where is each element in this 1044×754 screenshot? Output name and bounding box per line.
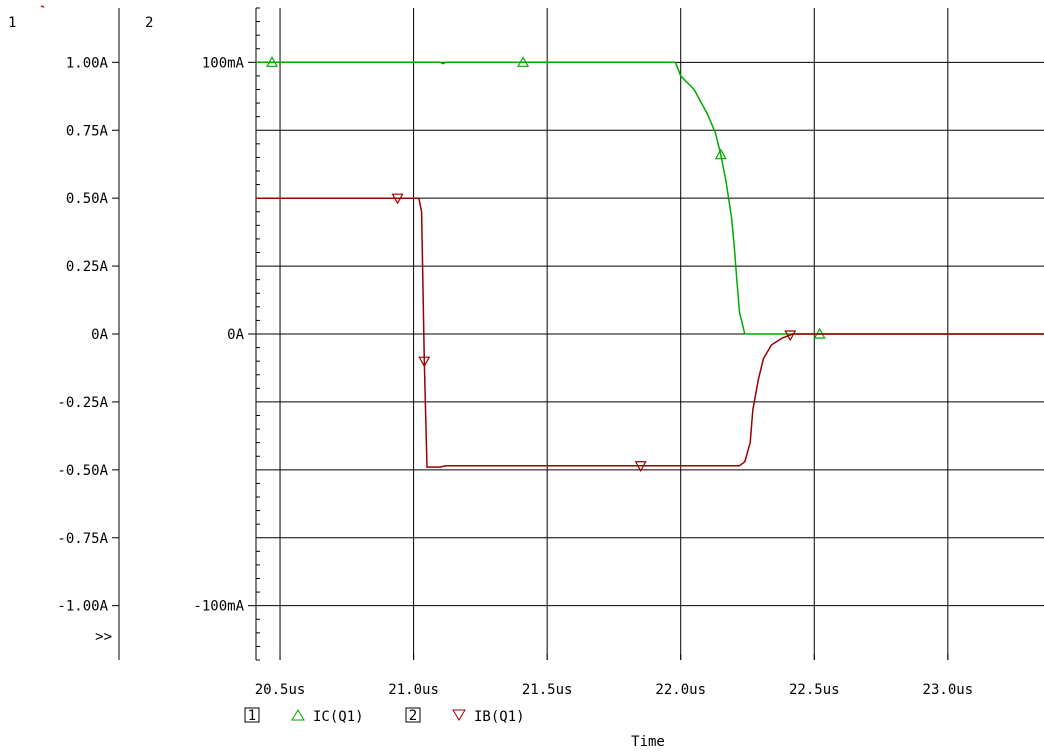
series-marker-IB(Q1) <box>391 193 404 205</box>
x-axis-label: Time <box>631 734 665 750</box>
legend-1-box[interactable] <box>244 707 260 723</box>
axis-1-tick-label: 0A <box>91 327 108 343</box>
x-tick-label: 22.5us <box>789 682 840 698</box>
legend-2-index: 2 <box>409 708 417 724</box>
axis-1-tick-label: -0.75A <box>57 531 108 547</box>
overflow-marker[interactable]: >> <box>95 629 112 645</box>
series-marker-IB(Q1) <box>784 330 797 342</box>
x-tick-label: 20.5us <box>255 682 306 698</box>
series-marker-IB(Q1) <box>634 461 647 472</box>
legend-2-box[interactable] <box>405 707 421 723</box>
legend-1-marker-icon <box>291 709 305 721</box>
x-tick-label: 21.0us <box>388 682 439 698</box>
x-tick-label: 21.5us <box>522 682 573 698</box>
series-marker-IC(Q1) <box>517 56 530 67</box>
series-line-IB(Q1) <box>256 197 1044 468</box>
axis-1-tick-label: -0.50A <box>57 463 108 479</box>
axis-1-id: 1 <box>8 15 16 31</box>
axis-2-tick-label: -100mA <box>193 599 244 615</box>
axis-1-tick-label: -0.25A <box>57 395 108 411</box>
series-marker-IC(Q1) <box>714 148 727 160</box>
series-marker-IC(Q1) <box>266 56 279 67</box>
axis-1-tick-label: 1.00A <box>66 55 109 71</box>
x-tick-label: 23.0us <box>923 682 974 698</box>
series-line-IC(Q1) <box>256 61 1044 335</box>
axis-1-tick-label: 0.25A <box>66 259 109 275</box>
corner-mark <box>40 5 45 8</box>
legend-2-marker-icon <box>452 709 466 721</box>
axes: 1 2 >> Time 1.00A 0.75A 0.50A 0.25A 0A -0.25A… <box>8 7 974 750</box>
legend-1-label[interactable]: IC(Q1) <box>313 709 364 725</box>
axis-1-tick-label: 0.50A <box>66 191 109 207</box>
series <box>256 56 1044 472</box>
legend-1-index: 1 <box>248 708 256 724</box>
legend-2-label[interactable]: IB(Q1) <box>474 709 525 725</box>
axis-1-tick-label: 0.75A <box>66 123 109 139</box>
series-marker-IB(Q1) <box>418 356 431 368</box>
legend[interactable]: 1 IC(Q1) 2 IB(Q1) <box>244 707 525 725</box>
axis-2-tick-label: 100mA <box>202 55 245 71</box>
axis-2-id: 2 <box>145 15 153 31</box>
axis-2-tick-label: 0A <box>227 327 244 343</box>
axis-1-tick-label: -1.00A <box>57 599 108 615</box>
x-tick-label: 22.0us <box>655 682 706 698</box>
